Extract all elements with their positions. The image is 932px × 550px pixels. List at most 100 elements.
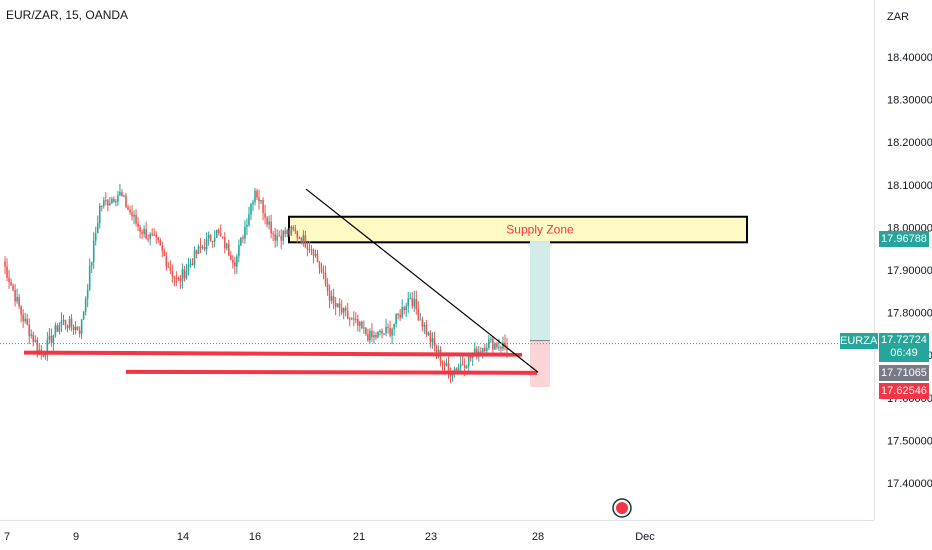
candle	[278, 230, 280, 237]
tradingview-logo-icon[interactable]	[612, 498, 632, 518]
x-tick-label: 21	[353, 531, 365, 543]
candle	[260, 199, 262, 205]
candle	[203, 238, 206, 252]
candle	[393, 323, 395, 336]
candle	[459, 356, 462, 374]
candle	[161, 241, 164, 258]
candle	[363, 320, 365, 334]
candle	[308, 241, 311, 253]
candle	[159, 237, 162, 246]
candle	[488, 335, 490, 350]
candle	[240, 237, 242, 247]
candle	[143, 225, 145, 238]
supply-zone-label: Supply Zone	[506, 223, 574, 237]
support-line-lower[interactable]	[125, 369, 538, 375]
candle	[167, 262, 170, 268]
candle	[268, 215, 270, 230]
candle	[348, 316, 351, 327]
candle	[153, 228, 155, 236]
candle	[58, 322, 61, 335]
candle	[12, 283, 14, 292]
candle	[340, 299, 343, 315]
candle	[284, 226, 287, 238]
x-tick-label: 23	[425, 531, 437, 543]
candle	[276, 229, 278, 247]
candle	[18, 293, 20, 310]
candle	[280, 229, 283, 250]
candle	[109, 197, 111, 206]
candle	[304, 230, 307, 248]
candle	[312, 248, 315, 264]
candle	[209, 234, 212, 242]
candle	[28, 318, 31, 344]
candle	[270, 214, 272, 239]
candle	[183, 265, 186, 282]
candle	[22, 309, 24, 328]
candle	[54, 322, 57, 338]
trendline[interactable]	[305, 188, 539, 373]
candle	[80, 319, 83, 339]
candle	[465, 364, 468, 369]
y-tick-label: 18.20000	[887, 137, 932, 149]
candle	[121, 189, 123, 197]
candle	[199, 237, 202, 254]
candle	[336, 303, 339, 308]
candle	[217, 228, 220, 236]
candle	[494, 342, 496, 350]
candle	[379, 329, 381, 336]
candle	[377, 330, 379, 339]
candle	[395, 313, 397, 328]
candle	[334, 296, 337, 316]
candle	[137, 217, 139, 232]
candle	[201, 244, 204, 250]
y-tick-label: 17.90000	[887, 265, 932, 277]
candle	[391, 327, 393, 344]
x-tick-label: 9	[73, 531, 79, 543]
take-profit-zone[interactable]	[530, 241, 550, 341]
candle	[185, 263, 188, 280]
support-line-upper[interactable]	[23, 350, 523, 357]
candle	[133, 210, 135, 225]
candle	[125, 192, 127, 209]
candle	[419, 313, 422, 321]
supply-zone-box[interactable]	[288, 215, 748, 244]
candle	[274, 227, 276, 248]
stop-loss-zone[interactable]	[530, 340, 550, 387]
candle	[244, 220, 246, 244]
candle	[433, 331, 436, 352]
candle	[129, 205, 131, 215]
candle	[173, 275, 176, 287]
candle	[4, 256, 6, 275]
candle	[238, 239, 240, 263]
candle	[484, 343, 486, 353]
candle	[60, 312, 63, 333]
candle	[70, 314, 73, 332]
candle	[397, 312, 399, 320]
candle	[330, 290, 333, 304]
candle	[64, 319, 67, 330]
candle	[264, 204, 266, 225]
candle	[68, 315, 71, 331]
candle	[76, 326, 79, 331]
candle	[113, 196, 115, 203]
candle	[296, 230, 299, 244]
candle	[221, 236, 224, 239]
candle	[371, 323, 373, 342]
bar-countdown: 06:49	[890, 347, 918, 359]
candle	[193, 246, 196, 269]
candle	[417, 301, 420, 322]
candle	[385, 318, 387, 337]
candle	[227, 239, 230, 257]
candle	[141, 229, 143, 240]
candle	[187, 257, 190, 276]
y-tick-label: 18.40000	[887, 52, 932, 64]
entry-price-badge: 17.71065	[879, 365, 929, 381]
time-axis-separator	[0, 520, 874, 521]
candle	[30, 329, 33, 339]
candle	[94, 226, 97, 246]
candle	[163, 248, 166, 257]
candle	[383, 333, 385, 336]
candle	[496, 341, 498, 350]
candle	[96, 215, 99, 234]
